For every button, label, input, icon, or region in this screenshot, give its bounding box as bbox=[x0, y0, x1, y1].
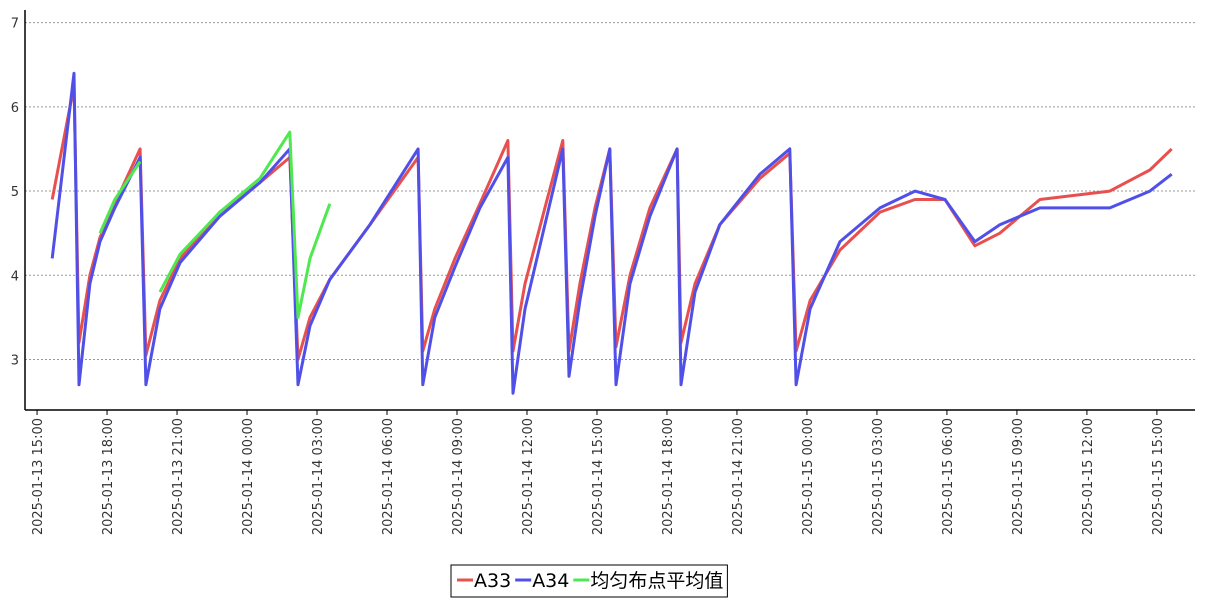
series-line bbox=[50, 84, 1173, 361]
legend-box bbox=[450, 564, 728, 598]
legend: A33 A34 均匀布点平均值 bbox=[450, 564, 728, 598]
x-tick-label: 2025-01-14 06:00 bbox=[381, 418, 396, 535]
x-tick-label: 2025-01-15 00:00 bbox=[801, 418, 816, 535]
x-tick-label: 2025-01-15 15:00 bbox=[1151, 418, 1166, 535]
x-tick-label: 2025-01-14 15:00 bbox=[591, 418, 606, 535]
x-tick-label: 2025-01-15 06:00 bbox=[941, 418, 956, 535]
x-tick-label: 2025-01-15 03:00 bbox=[871, 418, 886, 535]
y-tick-label: 6 bbox=[11, 101, 19, 116]
series-line bbox=[98, 130, 332, 319]
x-tick-label: 2025-01-14 21:00 bbox=[731, 418, 746, 535]
legend-label: A34 bbox=[532, 570, 569, 592]
x-tick-label: 2025-01-13 21:00 bbox=[171, 418, 186, 535]
x-tick-label: 2025-01-15 12:00 bbox=[1081, 418, 1096, 535]
x-tick-label: 2025-01-14 00:00 bbox=[241, 418, 256, 535]
x-tick-label: 2025-01-14 09:00 bbox=[451, 418, 466, 535]
y-tick-label: 3 bbox=[11, 353, 19, 368]
x-tick-label: 2025-01-15 09:00 bbox=[1011, 418, 1026, 535]
x-tick-label: 2025-01-14 18:00 bbox=[661, 418, 676, 535]
x-tick-label: 2025-01-14 03:00 bbox=[311, 418, 326, 535]
legend-label: 均匀布点平均值 bbox=[590, 570, 723, 592]
series-line bbox=[50, 71, 1173, 395]
x-tick-label: 2025-01-14 12:00 bbox=[521, 418, 536, 535]
legend-label: A33 bbox=[474, 570, 511, 592]
x-tick-label: 2025-01-13 18:00 bbox=[101, 418, 116, 535]
x-tick-label: 2025-01-13 15:00 bbox=[31, 418, 46, 535]
y-tick-label: 5 bbox=[11, 185, 19, 200]
y-tick-label: 7 bbox=[11, 17, 19, 32]
y-tick-label: 4 bbox=[11, 269, 19, 284]
